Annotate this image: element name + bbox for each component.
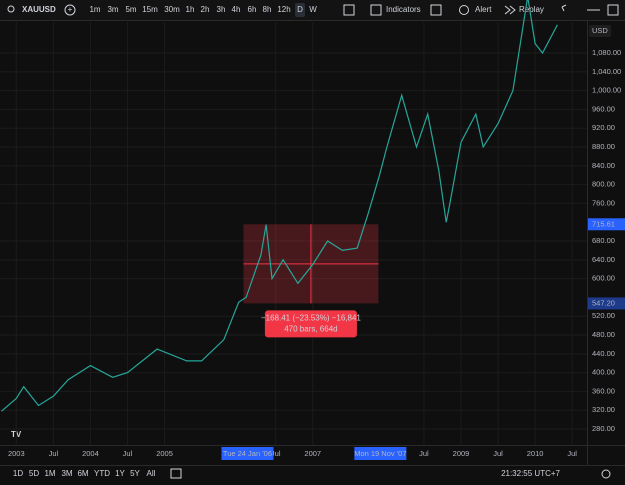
measure-tooltip	[264, 310, 357, 338]
x-tick-label: 2010	[527, 449, 544, 458]
range-button[interactable]: 1D	[13, 469, 23, 478]
search-icon[interactable]	[7, 5, 15, 13]
y-tick-label: 800.00	[592, 180, 615, 189]
currency-box[interactable]	[589, 25, 611, 37]
range-button[interactable]: 1Y	[115, 469, 125, 478]
x-tick-label: 2003	[8, 449, 25, 458]
date-range-button[interactable]	[170, 468, 182, 479]
y-tick-label: 360.00	[592, 386, 615, 395]
y-tick-label: 440.00	[592, 349, 615, 358]
toolbar	[0, 0, 625, 20]
x-tick-label: Jul	[567, 449, 577, 458]
fullscreen-button[interactable]	[607, 4, 619, 16]
price-label: 715.61	[592, 219, 615, 228]
interval-button[interactable]: 3m	[107, 5, 118, 14]
indicators-button[interactable]: Indicators	[386, 5, 421, 14]
replay-button[interactable]: Replay	[519, 5, 544, 14]
range-button[interactable]: 6M	[77, 469, 88, 478]
interval-button[interactable]: W	[309, 5, 317, 14]
y-tick-label: 520.00	[592, 311, 615, 320]
y-tick-label: 600.00	[592, 274, 615, 283]
y-tick-label: 920.00	[592, 123, 615, 132]
y-tick-label: 680.00	[592, 236, 615, 245]
measure-span: 470 bars, 664d	[284, 325, 337, 334]
interval-button[interactable]: 15m	[142, 5, 158, 14]
plus-glyph: +	[68, 5, 73, 14]
y-tick-label: 880.00	[592, 142, 615, 151]
settings-button[interactable]	[601, 469, 611, 479]
x-tick-label: Jul	[123, 449, 133, 458]
y-tick-label: 840.00	[592, 161, 615, 170]
alert-button[interactable]: Alert	[475, 5, 492, 14]
interval-active	[295, 3, 305, 17]
x-tick-label: Jul	[419, 449, 429, 458]
x-tick-label: Jul	[271, 449, 281, 458]
compare-button[interactable]	[64, 4, 76, 16]
interval-button[interactable]: 8h	[263, 5, 272, 14]
y-tick-label: 280.00	[592, 424, 615, 433]
chart-type-button[interactable]	[343, 4, 355, 16]
x-tick-label: 2009	[453, 449, 470, 458]
range-button[interactable]: 3M	[61, 469, 72, 478]
range-button[interactable]: 1M	[44, 469, 55, 478]
x-tick-label: Jul	[49, 449, 59, 458]
price-line	[1, 0, 558, 412]
y-tick-label: 640.00	[592, 255, 615, 264]
y-tick-label: 760.00	[592, 198, 615, 207]
time-label-box	[354, 447, 407, 460]
interval-button[interactable]: 2h	[201, 5, 210, 14]
range-button[interactable]: YTD	[94, 469, 110, 478]
interval-button[interactable]: 6h	[248, 5, 257, 14]
interval-button[interactable]: 1h	[186, 5, 195, 14]
y-tick-label: 320.00	[592, 405, 615, 414]
interval-button[interactable]: 30m	[164, 5, 180, 14]
y-tick-label: 1,040.00	[592, 67, 621, 76]
x-tick-label: 2004	[82, 449, 99, 458]
symbol[interactable]: XAUUSD	[22, 5, 56, 14]
price-label-box	[588, 218, 625, 231]
time-label: Tue 24 Jan '06	[223, 449, 272, 458]
price-label: 547.20	[592, 298, 615, 307]
x-tick-label: 2005	[156, 449, 173, 458]
interval-button[interactable]: D	[297, 5, 303, 14]
alert-icon[interactable]	[459, 5, 469, 15]
interval-button[interactable]: 1m	[89, 5, 100, 14]
x-tick-label: Jul	[493, 449, 503, 458]
replay-icon[interactable]	[504, 5, 516, 15]
measure-change: −168.41 (−23.53%) −16,841	[261, 314, 361, 323]
range-button[interactable]: All	[147, 469, 156, 478]
y-tick-label: 960.00	[592, 104, 615, 113]
range-button[interactable]: 5Y	[130, 469, 140, 478]
indicators-icon[interactable]	[370, 4, 382, 16]
y-tick-label: 480.00	[592, 330, 615, 339]
interval-button[interactable]: 4h	[232, 5, 241, 14]
y-tick-label: 1,000.00	[592, 86, 621, 95]
price-label-box	[588, 297, 625, 310]
clock: 21:32:55 UTC+7	[501, 469, 560, 478]
interval-button[interactable]: 5m	[125, 5, 136, 14]
layout-button[interactable]	[430, 4, 442, 16]
interval-button[interactable]: 12h	[277, 5, 290, 14]
y-tick-label: 1,080.00	[592, 48, 621, 57]
currency[interactable]: USD	[592, 26, 608, 35]
range-button[interactable]: 5D	[29, 469, 39, 478]
y-tick-label: 400.00	[592, 368, 615, 377]
x-tick-label: 2007	[304, 449, 321, 458]
interval-button[interactable]: 3h	[217, 5, 226, 14]
undo-button[interactable]	[561, 4, 567, 12]
time-label: Mon 19 Nov '07	[354, 449, 406, 458]
time-label-box	[221, 447, 274, 460]
